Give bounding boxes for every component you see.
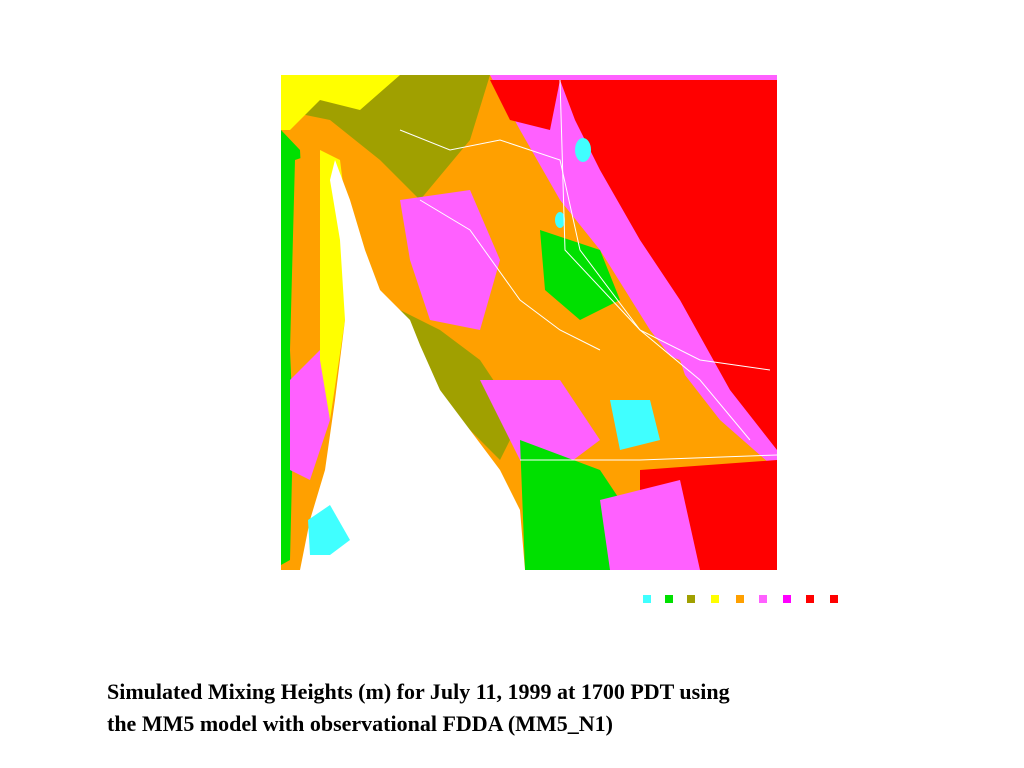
lake — [555, 212, 565, 228]
ocean — [300, 160, 525, 570]
legend — [643, 595, 838, 603]
zone — [308, 505, 350, 555]
caption: Simulated Mixing Heights (m) for July 11… — [107, 676, 730, 740]
legend-swatch — [711, 595, 719, 603]
legend-swatch — [783, 595, 791, 603]
boundary — [520, 454, 778, 461]
boundary — [399, 129, 771, 371]
caption-line: the MM5 model with observational FDDA (M… — [107, 711, 613, 736]
caption-line: Simulated Mixing Heights (m) for July 11… — [107, 679, 730, 704]
boundary — [559, 79, 751, 441]
zone — [290, 350, 330, 480]
legend-swatch — [687, 595, 695, 603]
zone — [540, 230, 620, 320]
legend-swatch — [643, 595, 651, 603]
zone — [480, 380, 600, 470]
zone — [281, 75, 400, 130]
zone — [610, 400, 660, 450]
legend-swatch — [736, 595, 744, 603]
zone — [490, 80, 560, 130]
boundary — [419, 199, 601, 351]
zone — [560, 80, 777, 450]
zone — [600, 480, 700, 570]
zone — [281, 75, 490, 200]
legend-swatch — [665, 595, 673, 603]
zone — [400, 190, 500, 330]
mixing-height-map — [281, 75, 838, 603]
lake — [575, 138, 591, 162]
map-field — [281, 75, 778, 570]
legend-swatch — [830, 595, 838, 603]
legend-swatch — [806, 595, 814, 603]
legend-swatch — [759, 595, 767, 603]
